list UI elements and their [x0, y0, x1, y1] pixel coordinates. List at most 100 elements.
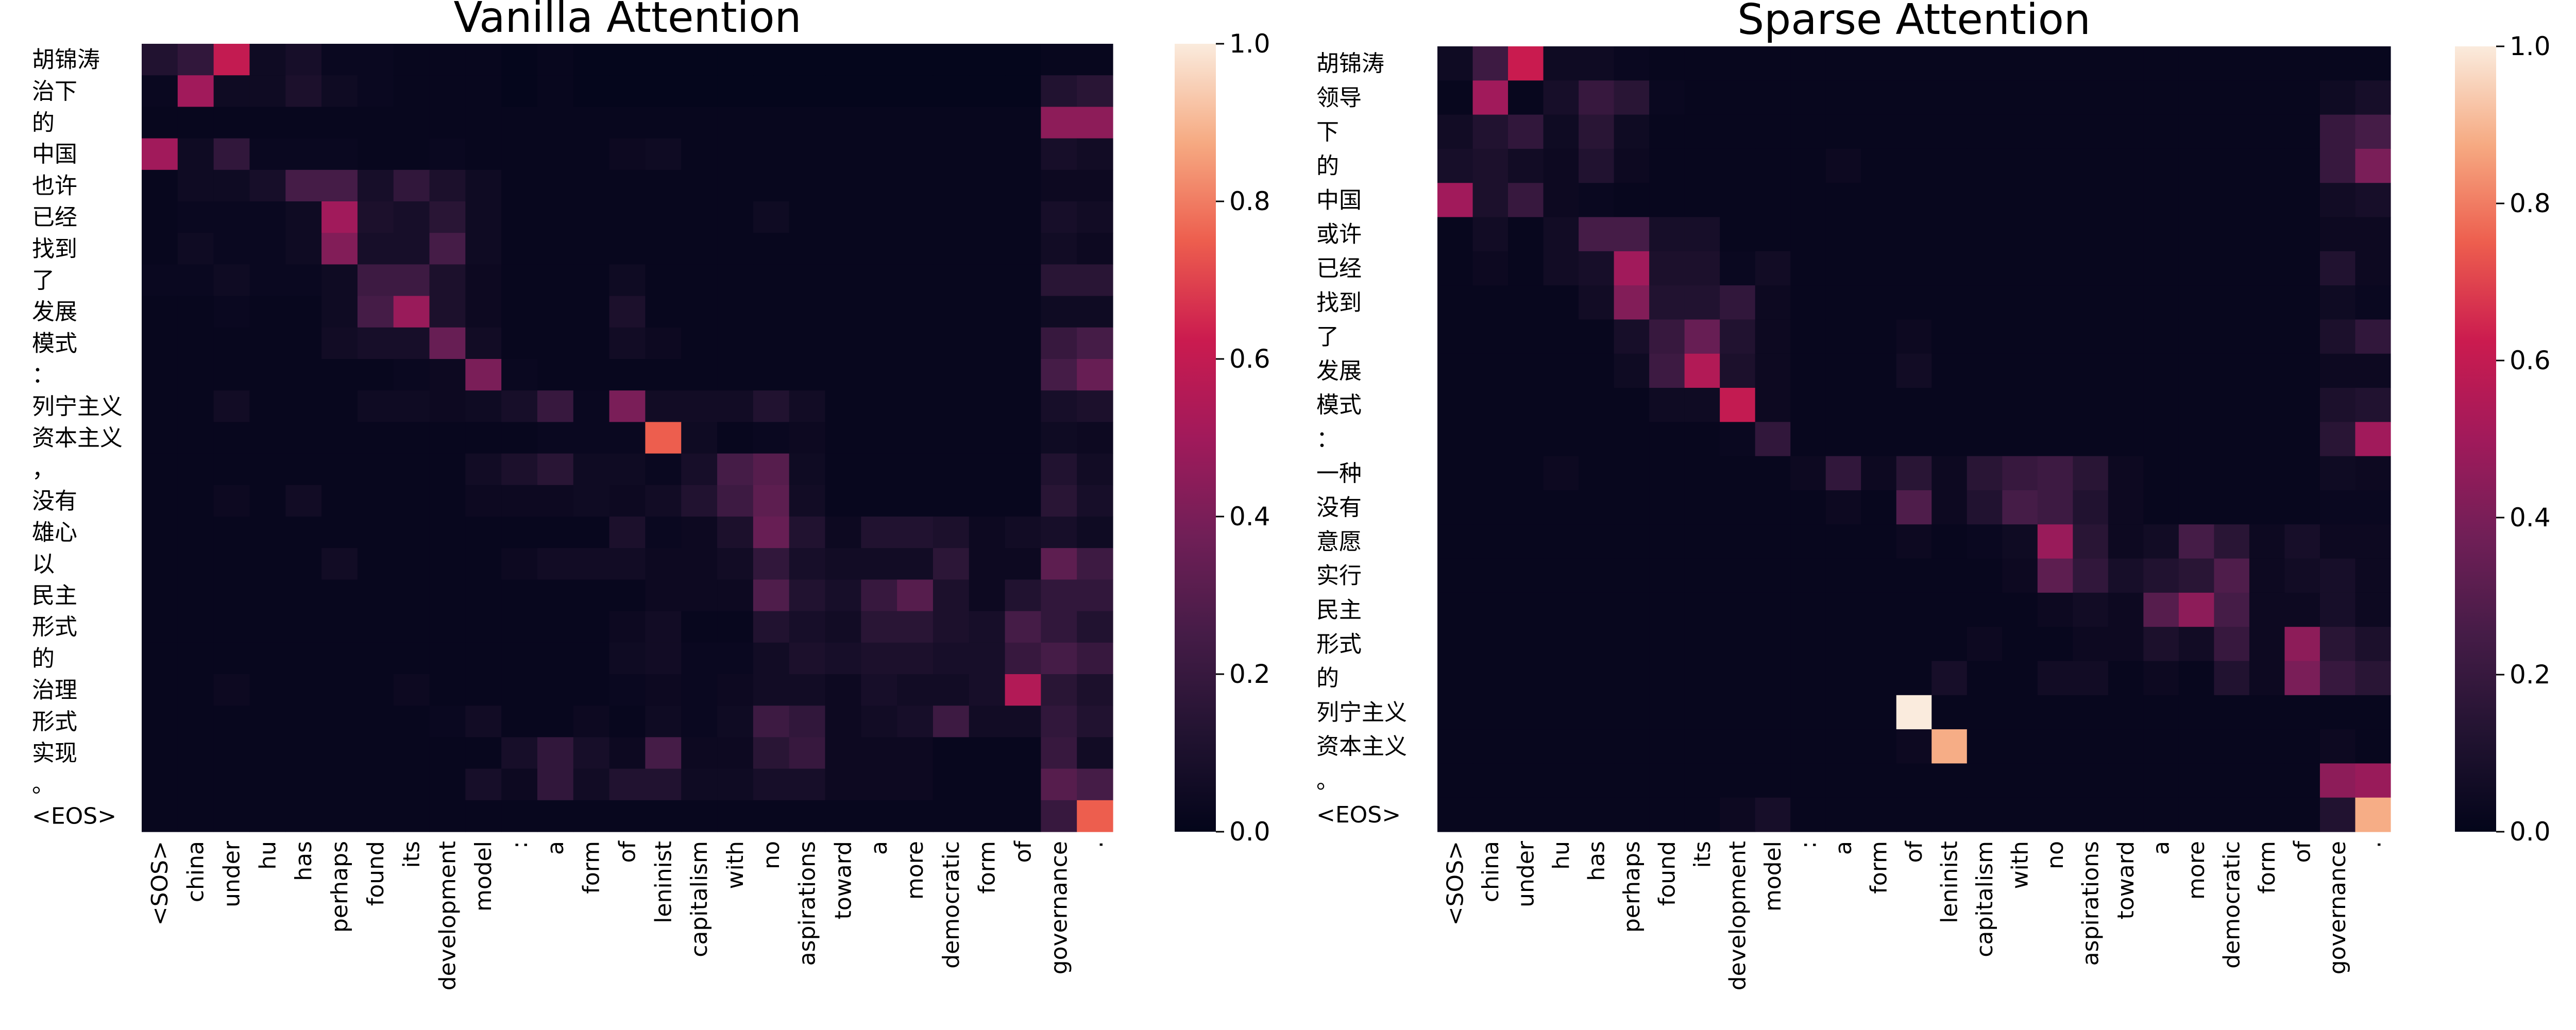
heatmap-cell	[1755, 114, 1791, 149]
heatmap-cell	[2284, 46, 2320, 81]
heatmap-cell	[897, 485, 934, 517]
heatmap-cell	[285, 768, 322, 801]
heatmap-cell	[1720, 388, 1756, 422]
heatmap-cell	[717, 768, 754, 801]
row-label: 意愿	[1316, 528, 1362, 555]
heatmap-cell	[2214, 524, 2250, 559]
heatmap-cell	[753, 44, 790, 76]
heatmap-cell	[2002, 285, 2038, 320]
heatmap-cell	[501, 296, 538, 328]
heatmap-cell	[2319, 285, 2356, 320]
row-label: 形式	[32, 709, 77, 735]
heatmap-cell	[645, 737, 682, 769]
heatmap-cell	[2214, 422, 2250, 457]
heatmap-cell	[1077, 453, 1113, 486]
heatmap-cell	[1437, 592, 1473, 627]
heatmap-cell	[1437, 524, 1473, 559]
heatmap-cell	[753, 485, 790, 517]
heatmap-cell	[1861, 46, 1897, 81]
heatmap-cell	[1077, 485, 1113, 517]
heatmap-cell	[537, 138, 574, 170]
heatmap-cell	[969, 453, 1006, 486]
heatmap-cell	[2073, 114, 2109, 149]
heatmap-cell	[1508, 490, 1544, 525]
heatmap-cell	[717, 264, 754, 297]
heatmap-cell	[825, 674, 861, 706]
colorbar-tick-label: 0.6	[2510, 346, 2551, 375]
column-label: a	[2148, 841, 2175, 855]
heatmap-cell	[537, 611, 574, 643]
heatmap-cell	[825, 706, 861, 737]
heatmap-cell	[1579, 217, 1615, 252]
heatmap-cell	[2073, 592, 2109, 627]
column-label: model	[470, 841, 497, 912]
heatmap-cell	[2249, 797, 2285, 832]
heatmap-cell	[1720, 524, 1756, 559]
heatmap-cell	[2249, 763, 2285, 798]
heatmap-cell	[2178, 285, 2215, 320]
heatmap-cell	[1041, 579, 1077, 612]
heatmap-cell	[1861, 763, 1897, 798]
heatmap-cell	[897, 800, 934, 832]
heatmap-cell	[2178, 456, 2215, 491]
heatmap-cell	[825, 768, 861, 801]
heatmap-cell	[537, 800, 574, 832]
column-label: hu	[1548, 841, 1574, 870]
heatmap-cell	[2073, 353, 2109, 388]
heatmap-cell	[861, 201, 897, 233]
heatmap-cell	[1967, 46, 2003, 81]
heatmap-cell	[142, 485, 178, 517]
heatmap-cell	[1896, 183, 1932, 218]
heatmap-cell	[1579, 490, 1615, 525]
heatmap-cell	[2319, 558, 2356, 593]
heatmap-cell	[825, 453, 861, 486]
heatmap-cell	[2037, 763, 2073, 798]
heatmap-cell	[1041, 233, 1077, 265]
heatmap-cell	[1825, 729, 1861, 764]
heatmap-cell	[142, 359, 178, 391]
heatmap-cell	[2319, 729, 2356, 764]
heatmap-cell	[429, 642, 466, 675]
heatmap-cell	[717, 107, 754, 139]
column-label: a	[1831, 841, 1857, 855]
heatmap-cell	[789, 422, 826, 454]
heatmap-cell	[933, 485, 970, 517]
heatmap-cell	[681, 800, 718, 832]
heatmap-cell	[1720, 80, 1756, 115]
heatmap-cell	[1755, 183, 1791, 218]
heatmap-cell	[717, 485, 754, 517]
heatmap-cell	[142, 453, 178, 486]
column-label: development	[1724, 841, 1751, 990]
heatmap-cell	[321, 737, 358, 769]
heatmap-cell	[1790, 46, 1826, 81]
heatmap-cell	[2073, 148, 2109, 183]
heatmap-cell	[2073, 456, 2109, 491]
heatmap-cell	[2355, 251, 2391, 286]
heatmap-cell	[249, 75, 286, 107]
heatmap-cell	[1790, 388, 1826, 422]
heatmap-cell	[1543, 46, 1579, 81]
row-label: 下	[1316, 119, 1339, 145]
heatmap-cell	[897, 642, 934, 675]
column-label: toward	[830, 841, 856, 919]
heatmap-cell	[645, 359, 682, 391]
heatmap-cell	[753, 422, 790, 454]
heatmap-cell	[537, 453, 574, 486]
heatmap-cell	[2143, 148, 2179, 183]
heatmap-cell	[2319, 456, 2356, 491]
heatmap-cell	[2073, 729, 2109, 764]
heatmap-cell	[1472, 797, 1509, 832]
row-label: 已经	[1316, 255, 1362, 282]
heatmap-cell	[1931, 80, 1968, 115]
heatmap-cell	[1684, 251, 1720, 286]
heatmap-cell	[1437, 695, 1473, 730]
heatmap-cell	[2143, 388, 2179, 422]
heatmap-cell	[537, 169, 574, 202]
heatmap-cell	[825, 390, 861, 422]
heatmap-cell	[717, 201, 754, 233]
row-label: 形式	[32, 614, 77, 640]
heatmap-cell	[969, 75, 1006, 107]
heatmap-cell	[2178, 319, 2215, 354]
heatmap-cell	[1543, 695, 1579, 730]
heatmap-cell	[933, 44, 970, 76]
